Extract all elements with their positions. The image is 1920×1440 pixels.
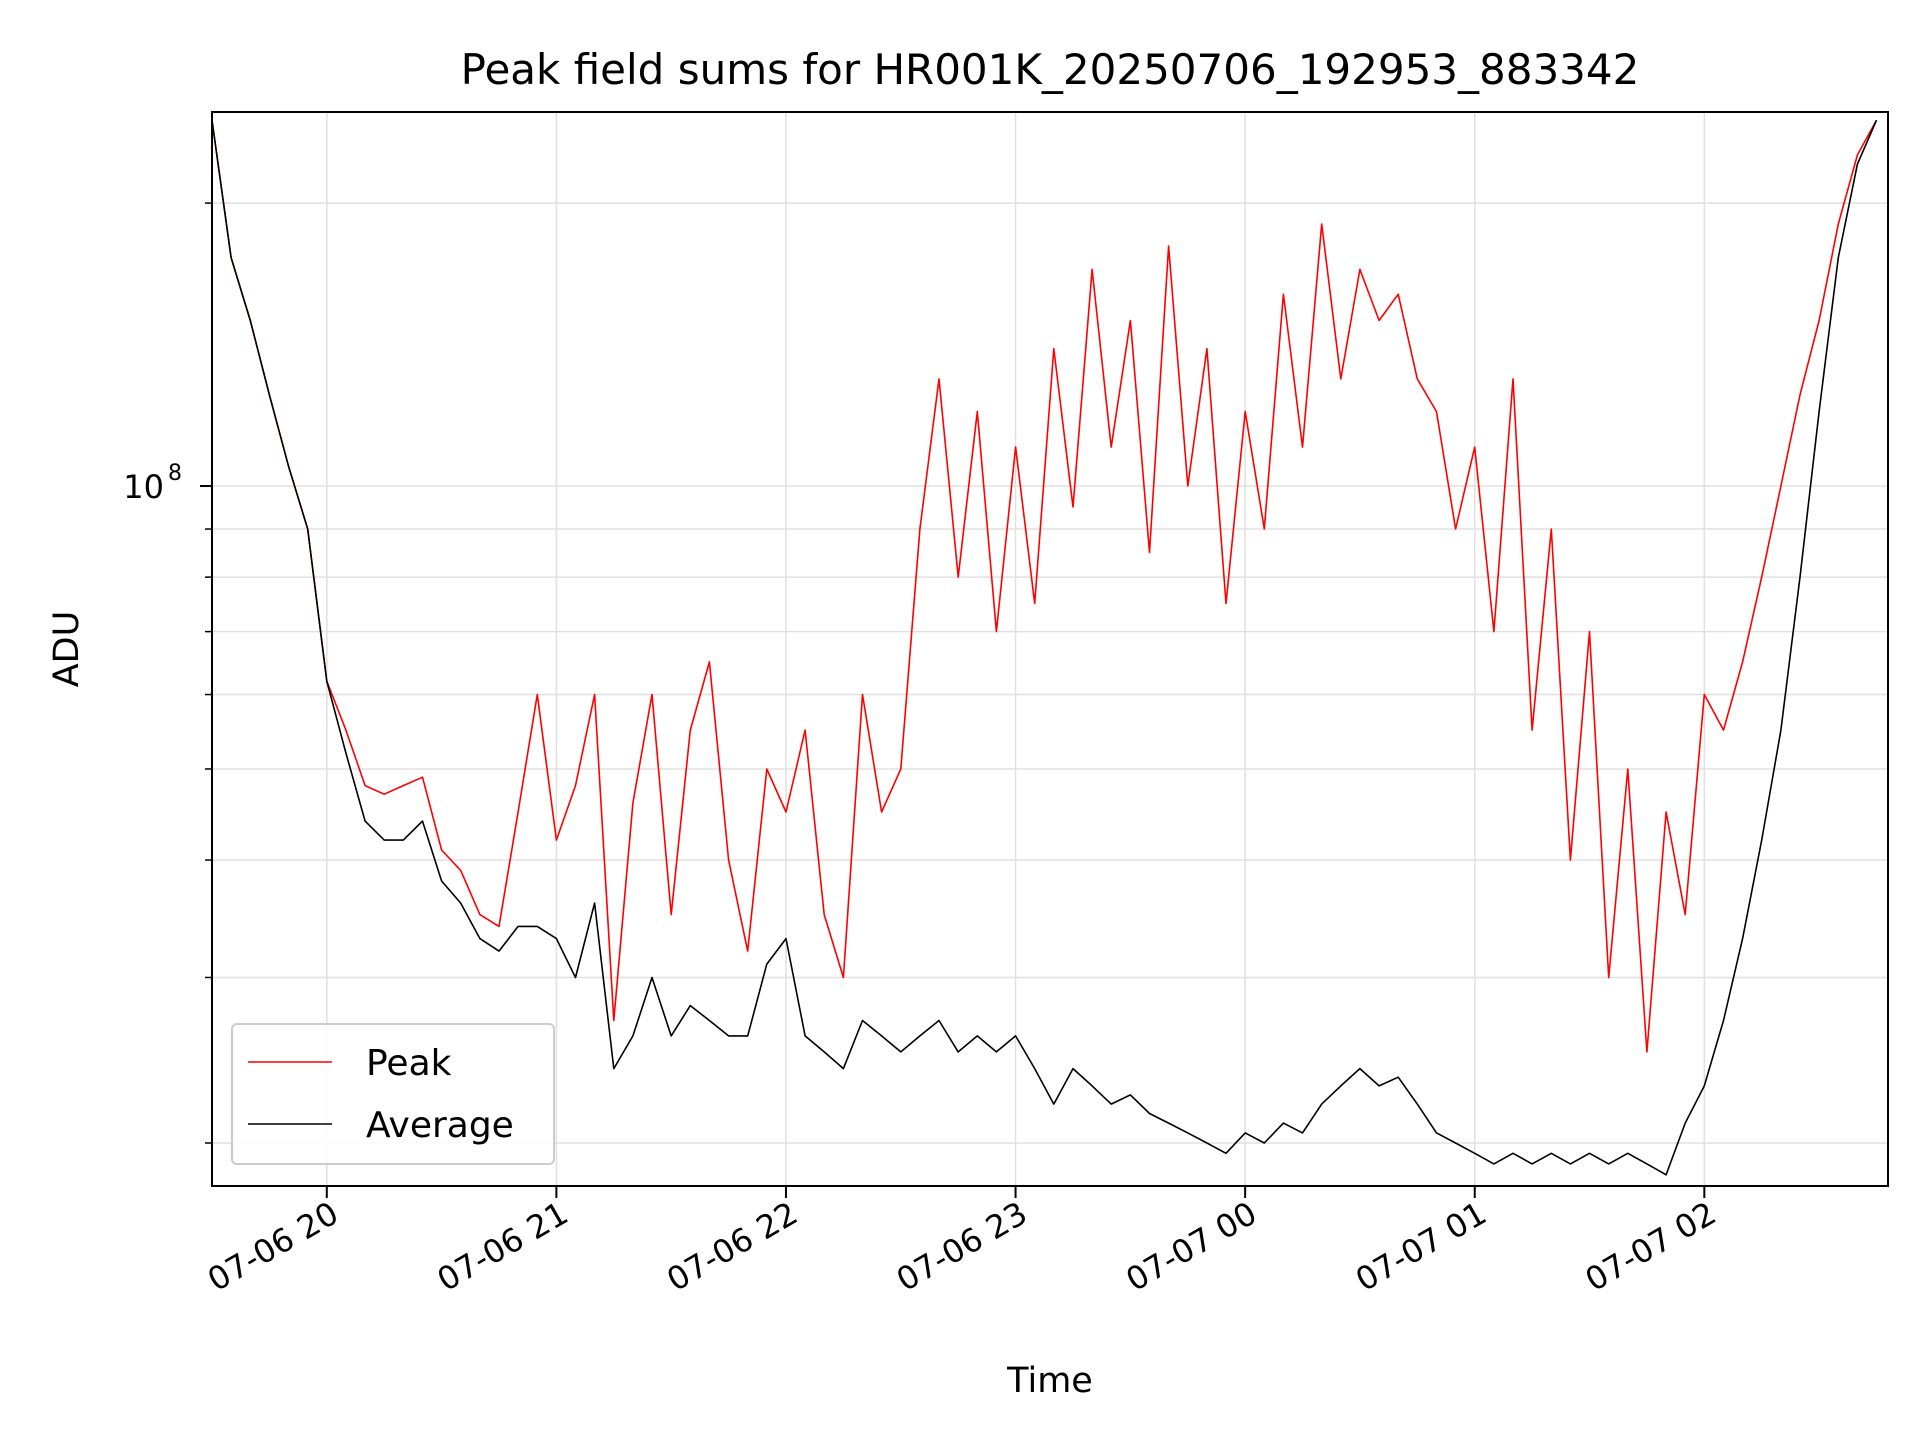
legend-box [231, 1023, 555, 1165]
series-peak [212, 119, 1878, 1053]
y-tick-label-exponent: 8 [168, 461, 182, 486]
x-axis-label: Time [1006, 1361, 1093, 1401]
plot-frame [211, 111, 1889, 1187]
series-average [212, 119, 1878, 1176]
legend: Peak Average [231, 1023, 555, 1165]
y-tick-label-base: 10 [123, 468, 164, 506]
legend-label-average: Average [366, 1105, 514, 1146]
y-axis-label: ADU [47, 611, 87, 688]
series-layer [212, 119, 1878, 1176]
series-line-peak [212, 119, 1878, 1053]
y-tick-label: 10 [123, 468, 164, 506]
chart-title: Peak field sums for HR001K_20250706_1929… [461, 45, 1640, 94]
series-line-average [212, 119, 1878, 1176]
legend-label-peak: Peak [366, 1043, 452, 1084]
